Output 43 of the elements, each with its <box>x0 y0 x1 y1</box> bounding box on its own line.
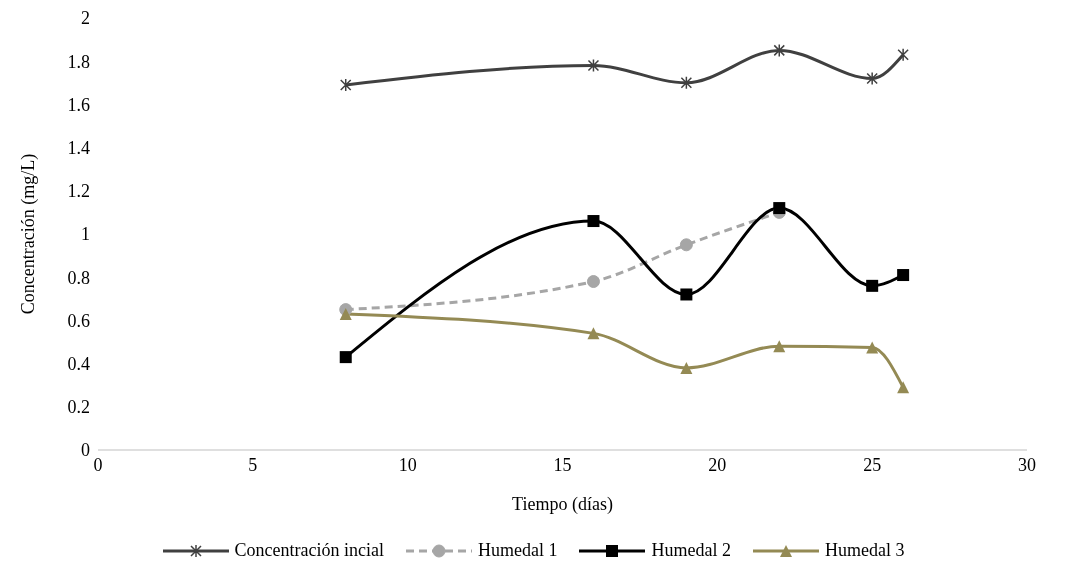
point <box>587 58 600 73</box>
x-tick-label: 15 <box>553 454 572 475</box>
point <box>680 76 693 90</box>
point <box>897 381 910 394</box>
point <box>587 327 600 340</box>
point <box>679 238 693 252</box>
y-tick-label: 2 <box>81 8 90 29</box>
legend-label: Concentración incial <box>234 540 384 561</box>
x-tick-label: 10 <box>398 454 417 475</box>
point <box>680 361 693 374</box>
point <box>866 71 878 86</box>
legend-label: Humedal 3 <box>824 540 905 561</box>
point <box>680 288 693 301</box>
y-tick-label: 1.2 <box>67 181 90 202</box>
x-tick-label: 20 <box>708 454 727 475</box>
point <box>773 43 786 58</box>
y-tick-label: 0.8 <box>67 267 90 288</box>
x-tick-label: 30 <box>1018 454 1036 475</box>
legend-label: Humedal 2 <box>651 540 731 561</box>
point <box>897 269 910 282</box>
point <box>773 202 786 215</box>
point <box>586 275 600 289</box>
y-tick-label: 0 <box>81 440 90 461</box>
y-tick-label: 0.6 <box>67 310 90 331</box>
y-tick-label: 0.4 <box>67 353 90 374</box>
x-tick-label: 25 <box>863 454 882 475</box>
y-tick-label: 1.4 <box>67 137 90 158</box>
y-tick-label: 0.2 <box>67 397 90 418</box>
point <box>773 340 786 353</box>
point <box>897 47 909 62</box>
point <box>866 279 879 292</box>
point <box>339 351 352 364</box>
point <box>866 341 879 354</box>
x-axis-title: Tiempo (días) <box>512 494 613 515</box>
y-tick-label: 1 <box>81 224 90 245</box>
x-tick-label: 5 <box>248 454 258 475</box>
point <box>339 307 352 320</box>
y-tick-label: 1.8 <box>67 51 90 72</box>
point <box>339 78 352 92</box>
y-tick-label: 1.6 <box>67 94 90 115</box>
point <box>587 215 600 228</box>
y-axis-title: Concentración (mg/L) <box>18 153 40 315</box>
legend-label: Humedal 1 <box>478 540 558 561</box>
